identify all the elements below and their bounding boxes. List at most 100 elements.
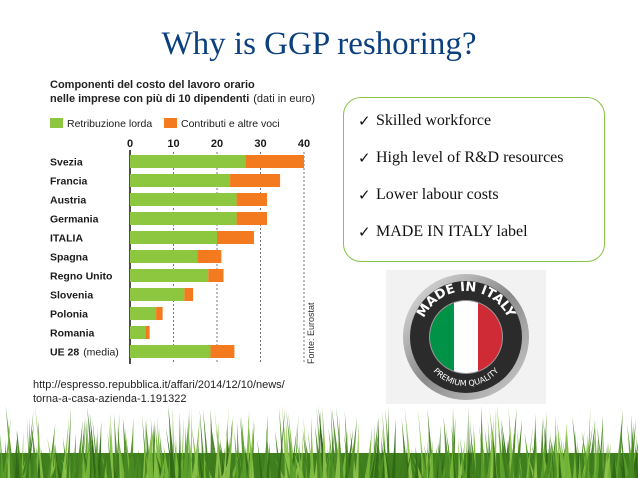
grass-blade: [430, 444, 438, 478]
grass-blade: [148, 425, 154, 478]
grass-blade: [100, 452, 107, 478]
grass-blade: [156, 417, 163, 478]
category-suffix: (media): [83, 347, 119, 359]
grass-blade: [401, 419, 409, 478]
grass-blade: [328, 428, 336, 478]
grass-blade: [428, 440, 434, 478]
grass-blade: [132, 446, 136, 478]
category-label: Slovenia: [50, 290, 93, 302]
grass-blade: [457, 438, 466, 478]
chart-svg: Componenti del costo del lavoro orario n…: [50, 79, 316, 364]
grass-blade: [503, 425, 511, 478]
grass-blade: [415, 449, 422, 478]
grass-blade: [40, 447, 48, 478]
bar-segment: [210, 345, 235, 358]
grass-blade: [289, 459, 293, 478]
check-icon: ✓: [358, 225, 371, 241]
grass-blade: [159, 453, 166, 478]
grass-blade: [33, 432, 40, 478]
grass-blade: [557, 432, 566, 478]
reason-item: ✓ High level of R&D resources: [358, 149, 604, 186]
grass-blade: [2, 418, 11, 478]
grass-blade: [601, 447, 607, 478]
grass-blade: [578, 452, 581, 478]
grass-blade: [241, 416, 247, 478]
grass-blade: [443, 416, 451, 478]
grass-blade: [466, 436, 472, 478]
grass-blade: [230, 451, 240, 478]
grass-blade: [185, 407, 190, 478]
reason-item: ✓ MADE IN ITALY label: [358, 223, 604, 260]
grass-blade: [251, 449, 255, 478]
grass-blade: [178, 412, 181, 478]
grass-blade: [583, 432, 589, 478]
grass-blade: [292, 458, 300, 478]
grass-blade: [572, 415, 580, 478]
grass-blade: [615, 409, 623, 478]
source-url-line1: http://espresso.repubblica.it/affari/201…: [33, 379, 285, 391]
grass-blade: [437, 441, 443, 478]
reason-text: Lower labour costs: [376, 186, 499, 203]
grass-blade: [460, 437, 466, 478]
grass-blade: [629, 421, 634, 478]
grass-blade: [203, 444, 206, 478]
grass-blade: [96, 421, 102, 478]
grass-blade: [373, 417, 380, 478]
grass-blade: [488, 442, 495, 478]
grass-blade: [364, 426, 373, 478]
grass-blade: [168, 405, 176, 478]
grass-blade: [66, 406, 71, 478]
grass-blade: [464, 420, 468, 478]
chart-title-line2-normal: (dati in euro): [253, 93, 315, 105]
bar-segment: [145, 326, 150, 339]
bar-segment: [230, 174, 281, 187]
grass-blade: [356, 449, 365, 478]
grass-blade: [327, 436, 331, 478]
grass-blade: [344, 434, 351, 478]
chart-source-label: Fonte: Eurostat: [306, 302, 316, 364]
grass-blade: [15, 437, 18, 478]
grass-blade: [31, 423, 39, 478]
grass-blade: [256, 438, 263, 478]
check-icon: ✓: [358, 151, 371, 167]
bar-segment: [130, 307, 157, 320]
grass-blade: [180, 417, 184, 478]
grass-blade: [99, 451, 104, 478]
grass-blade: [20, 430, 24, 478]
grass-blade: [602, 415, 605, 478]
grass-blade: [427, 445, 431, 478]
grass-blade: [398, 446, 405, 478]
bar-segment: [130, 193, 237, 206]
grass-blade: [423, 457, 429, 478]
bar-segment: [130, 250, 198, 263]
grass-blade: [188, 433, 193, 478]
grass-blade: [603, 443, 611, 478]
grass-blade: [71, 433, 76, 478]
grass-blade: [370, 438, 378, 478]
grass-decoration: [0, 405, 638, 478]
grass-blade: [553, 444, 558, 478]
grass-blade: [203, 409, 210, 478]
grass-blade: [225, 416, 234, 478]
x-tick-label: 30: [254, 138, 266, 150]
grass-blade: [284, 438, 292, 478]
grass-blade: [132, 449, 139, 478]
grass-blade: [597, 415, 604, 478]
grass-blade: [109, 412, 114, 478]
grass-blade: [310, 416, 314, 478]
grass-blade: [581, 431, 591, 478]
grass-blade: [191, 426, 200, 478]
grass-blade: [209, 408, 215, 478]
grass-blade: [335, 416, 341, 478]
legend-swatch: [164, 118, 177, 128]
grass-blade: [578, 430, 585, 478]
grass-blade: [556, 428, 559, 478]
grass-blade: [117, 429, 125, 478]
grass-blade: [460, 444, 470, 478]
grass-blade: [295, 435, 304, 478]
check-icon: ✓: [358, 188, 371, 204]
grass-blade: [143, 442, 151, 478]
grass-blade: [322, 405, 327, 478]
bar-segment: [217, 231, 254, 244]
grass-blade: [458, 437, 462, 478]
